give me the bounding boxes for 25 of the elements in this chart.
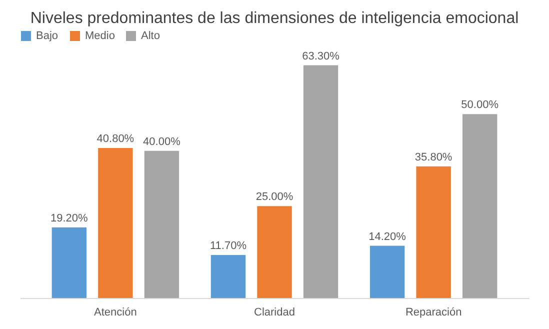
data-label: 11.70% (210, 240, 247, 252)
bar (303, 65, 338, 298)
data-label: 50.00% (461, 99, 499, 112)
data-label: 19.20% (50, 212, 88, 224)
bar (416, 166, 451, 298)
bar (257, 206, 292, 298)
data-label: 40.00% (143, 136, 181, 148)
bar (462, 114, 498, 298)
x-tick-label: Atención (94, 306, 137, 318)
x-tick-label: Claridad (254, 306, 295, 318)
legend-label: Alto (141, 30, 160, 42)
data-label: 14.20% (368, 230, 406, 243)
bar (144, 150, 180, 298)
data-label: 35.80% (414, 151, 452, 164)
bar (52, 227, 87, 298)
legend-label: Medio (85, 30, 115, 42)
legend-label: Bajo (36, 30, 58, 42)
x-tick-label: Reparación (405, 306, 462, 318)
bar (370, 246, 405, 298)
bar (98, 148, 133, 298)
data-label: 63.30% (302, 50, 340, 62)
data-label: 40.80% (96, 132, 134, 145)
data-label: 25.00% (256, 191, 294, 204)
bar (210, 254, 246, 298)
chart-title: Niveles predominantes de las dimensiones de inteligencia emocional (30, 10, 519, 27)
